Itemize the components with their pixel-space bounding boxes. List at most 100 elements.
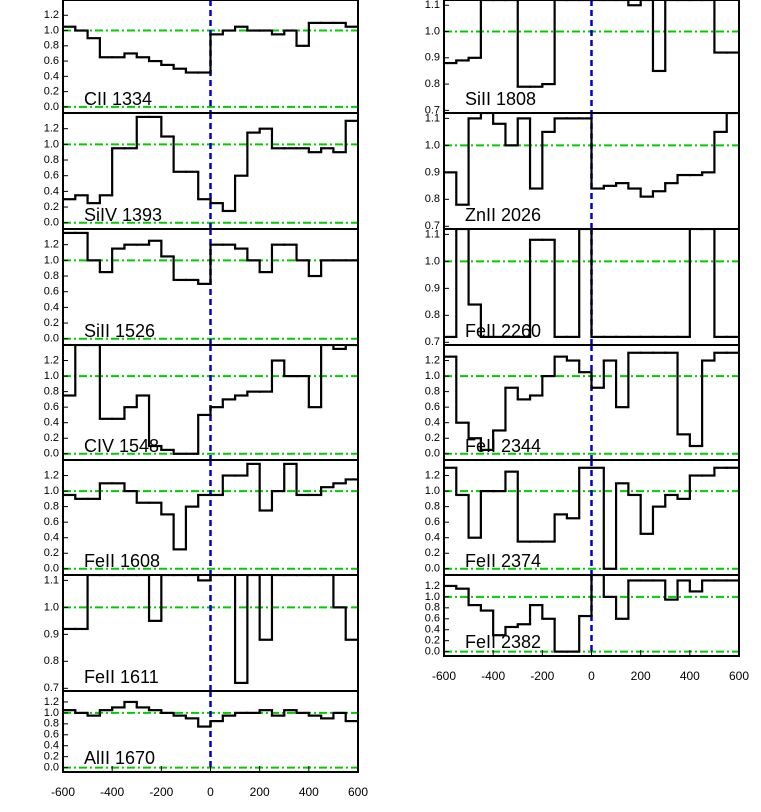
y-tick-label: 0.6 bbox=[425, 516, 440, 528]
x-tick-label: 0 bbox=[588, 669, 595, 683]
y-tick-label: 1.2 bbox=[44, 469, 59, 481]
y-tick-label: 0.2 bbox=[44, 86, 59, 98]
line-label: FeII 2382 bbox=[465, 632, 541, 652]
y-tick-label: 1.1 bbox=[425, 228, 440, 240]
x-tick-label: -600 bbox=[51, 785, 75, 799]
y-tick-label: 0.6 bbox=[44, 286, 59, 298]
line-label: AlII 1670 bbox=[84, 748, 155, 768]
y-tick-label: 0.2 bbox=[44, 751, 59, 763]
y-tick-label: 0.9 bbox=[425, 282, 440, 294]
y-tick-label: 0.6 bbox=[44, 401, 59, 413]
y-tick-label: 0.8 bbox=[44, 40, 59, 52]
x-tick-label: -600 bbox=[432, 669, 456, 683]
y-tick-label: 0.8 bbox=[44, 718, 59, 730]
panel bbox=[444, 0, 739, 113]
panel bbox=[63, 575, 358, 691]
y-tick-label: 0.8 bbox=[44, 386, 59, 398]
y-tick-label: 1.0 bbox=[425, 255, 440, 267]
x-tick-label: -400 bbox=[100, 785, 124, 799]
panel bbox=[444, 229, 739, 345]
x-tick-label: 400 bbox=[299, 785, 319, 799]
y-tick-label: 0.2 bbox=[44, 317, 59, 329]
y-tick-label: 0.4 bbox=[425, 624, 440, 636]
y-tick-label: 1.2 bbox=[44, 123, 59, 135]
y-tick-label: 0.0 bbox=[425, 646, 440, 658]
y-tick-label: 0.2 bbox=[425, 547, 440, 559]
y-tick-label: 0.7 bbox=[425, 104, 440, 116]
line-label: SiII 1808 bbox=[465, 89, 536, 109]
y-tick-label: 0.8 bbox=[425, 309, 440, 321]
y-tick-label: 0.0 bbox=[44, 563, 59, 575]
y-tick-label: 0.2 bbox=[425, 432, 440, 444]
y-tick-label: 0.7 bbox=[44, 682, 59, 694]
y-tick-label: 1.0 bbox=[425, 370, 440, 382]
y-tick-label: 0.6 bbox=[44, 729, 59, 741]
x-tick-label: 200 bbox=[250, 785, 270, 799]
y-tick-label: 0.2 bbox=[44, 201, 59, 213]
y-tick-label: 0.2 bbox=[44, 432, 59, 444]
y-tick-label: 0.0 bbox=[44, 333, 59, 345]
y-tick-label: 0.8 bbox=[425, 193, 440, 205]
y-tick-label: 1.2 bbox=[44, 696, 59, 708]
y-tick-label: 1.2 bbox=[44, 354, 59, 366]
line-label: FeII 2260 bbox=[465, 321, 541, 341]
line-label: FeII 2344 bbox=[465, 436, 541, 456]
y-tick-label: 0.6 bbox=[44, 170, 59, 182]
y-tick-label: 1.2 bbox=[425, 354, 440, 366]
y-tick-label: 1.0 bbox=[44, 601, 59, 613]
y-tick-label: 1.2 bbox=[44, 9, 59, 21]
line-label: SiII 1526 bbox=[84, 321, 155, 341]
panel bbox=[444, 345, 739, 460]
x-tick-label: 600 bbox=[729, 669, 749, 683]
y-tick-label: 1.0 bbox=[425, 25, 440, 37]
y-tick-label: 0.8 bbox=[425, 501, 440, 513]
y-tick-label: 1.0 bbox=[425, 591, 440, 603]
y-tick-label: 0.6 bbox=[425, 401, 440, 413]
y-tick-label: 0.0 bbox=[425, 563, 440, 575]
y-tick-label: 1.0 bbox=[425, 485, 440, 497]
y-tick-label: 0.7 bbox=[425, 336, 440, 348]
y-tick-label: 0.0 bbox=[44, 217, 59, 229]
panel bbox=[63, 345, 358, 460]
y-tick-label: 1.0 bbox=[44, 370, 59, 382]
y-tick-label: 1.0 bbox=[44, 138, 59, 150]
y-tick-label: 0.0 bbox=[44, 448, 59, 460]
panel bbox=[63, 229, 358, 345]
x-tick-label: -200 bbox=[149, 785, 173, 799]
x-tick-label: 600 bbox=[348, 785, 368, 799]
y-tick-label: 0.6 bbox=[44, 55, 59, 67]
y-tick-label: 0.4 bbox=[44, 417, 59, 429]
y-tick-label: 1.2 bbox=[425, 469, 440, 481]
y-tick-label: 0.4 bbox=[425, 532, 440, 544]
y-tick-label: 0.2 bbox=[44, 547, 59, 559]
y-tick-label: 1.1 bbox=[44, 574, 59, 586]
y-tick-label: 0.4 bbox=[44, 532, 59, 544]
y-tick-label: 0.7 bbox=[425, 220, 440, 232]
y-tick-label: 0.0 bbox=[425, 448, 440, 460]
y-tick-label: 1.2 bbox=[44, 239, 59, 251]
line-label: CIV 1548 bbox=[84, 436, 159, 456]
y-tick-label: 1.1 bbox=[425, 112, 440, 124]
panel bbox=[63, 460, 358, 575]
y-tick-label: 0.6 bbox=[425, 613, 440, 625]
y-tick-label: 0.8 bbox=[44, 154, 59, 166]
y-tick-label: 0.8 bbox=[44, 270, 59, 282]
panel bbox=[444, 460, 739, 575]
y-tick-label: 0.6 bbox=[44, 516, 59, 528]
x-tick-label: -200 bbox=[530, 669, 554, 683]
y-tick-label: 1.0 bbox=[425, 139, 440, 151]
y-tick-label: 1.2 bbox=[425, 580, 440, 592]
panel bbox=[63, 0, 358, 113]
y-tick-label: 0.4 bbox=[44, 301, 59, 313]
line-label: FeII 2374 bbox=[465, 551, 541, 571]
panel bbox=[63, 113, 358, 229]
y-tick-label: 0.4 bbox=[44, 740, 59, 752]
x-tick-label: -400 bbox=[481, 669, 505, 683]
x-tick-label: 0 bbox=[207, 785, 214, 799]
y-tick-label: 0.8 bbox=[425, 386, 440, 398]
y-tick-label: 0.9 bbox=[44, 628, 59, 640]
line-label: FeII 1611 bbox=[84, 667, 159, 687]
x-tick-label: 400 bbox=[680, 669, 700, 683]
y-tick-label: 0.0 bbox=[44, 101, 59, 113]
